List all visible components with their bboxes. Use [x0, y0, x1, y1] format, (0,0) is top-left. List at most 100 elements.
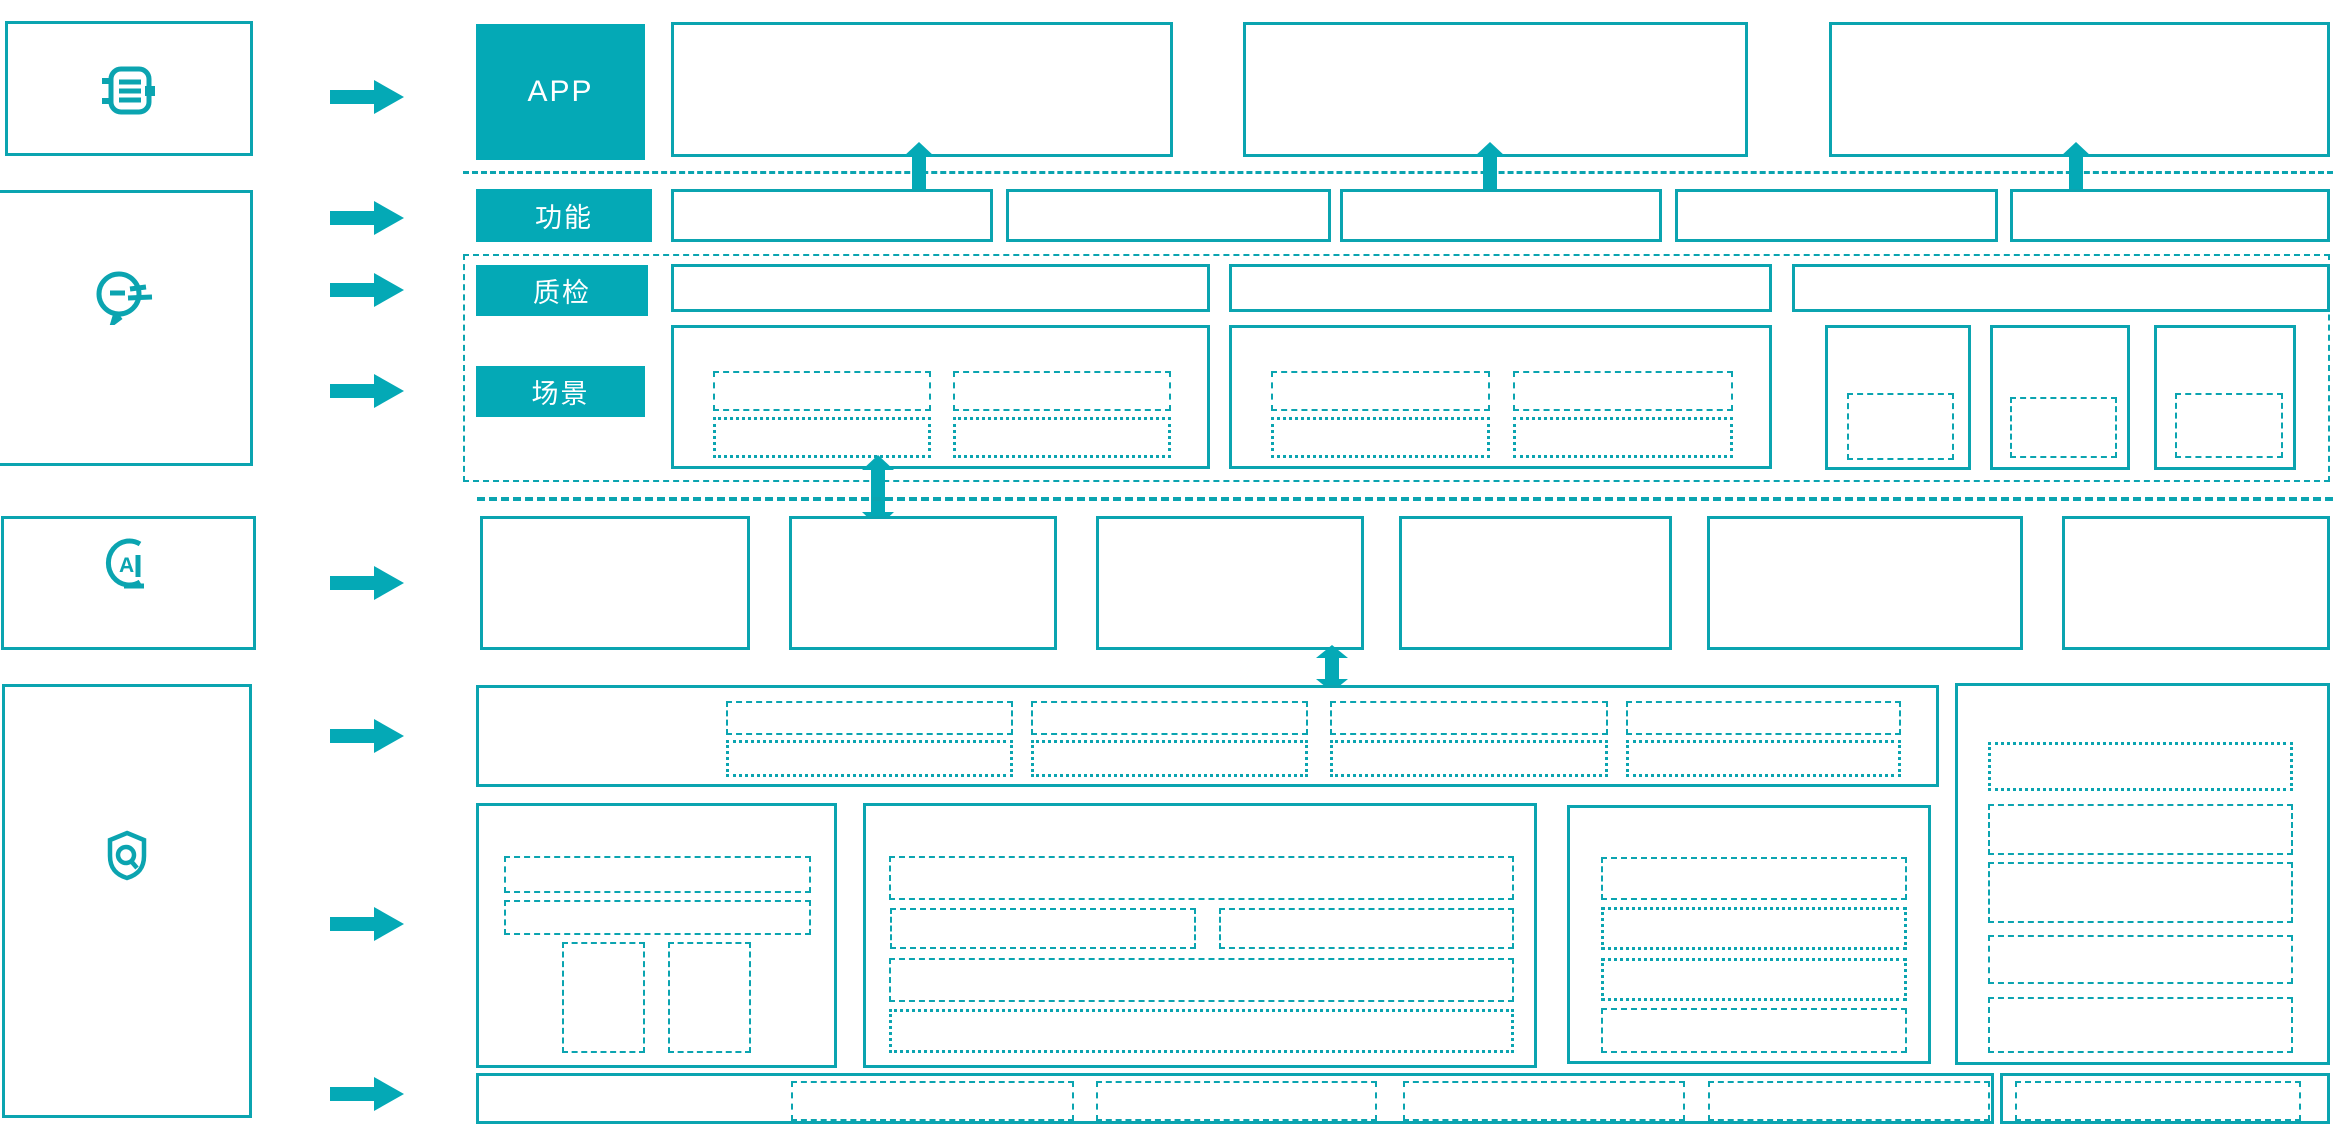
vertical-double-arrow — [1473, 142, 1507, 212]
summary-slot — [1031, 740, 1308, 777]
detail-slot — [889, 1009, 1514, 1053]
scene-slot — [953, 417, 1171, 458]
ai-row-box — [1707, 516, 2023, 650]
detail-slot — [1601, 958, 1907, 1001]
function-row-box — [2010, 189, 2330, 242]
function-row-box — [1675, 189, 1998, 242]
function-row-box — [671, 189, 993, 242]
separator-dashed-1 — [463, 171, 2333, 174]
ai-head-icon: A — [4, 537, 253, 591]
row-label-scene-text: 场景 — [531, 379, 590, 409]
detail-box-right — [1567, 805, 1931, 1064]
detail-box-center — [863, 803, 1537, 1068]
quality-row-box — [1792, 264, 2330, 312]
function-row-box — [1006, 189, 1331, 242]
detail-slot — [562, 942, 645, 1053]
quality-row-box — [1229, 264, 1772, 312]
detail-slot — [504, 856, 811, 893]
quality-scene-dashed-container — [463, 254, 2330, 482]
scene-slot — [1513, 417, 1733, 458]
row-label-app-text: APP — [527, 75, 594, 108]
bottom-slot — [791, 1081, 1074, 1121]
ai-row-box — [789, 516, 1057, 650]
detail-slot — [504, 900, 811, 935]
scene-small-box — [1825, 325, 1971, 470]
left-panel-ai: A — [1, 516, 256, 650]
scene-slot — [1271, 417, 1490, 458]
right-arrow — [330, 273, 404, 307]
ai-row-box — [480, 516, 750, 650]
row-label-scene: 场景 — [476, 366, 645, 417]
app-row-box — [671, 22, 1173, 157]
detail-slot — [668, 942, 751, 1053]
bottom-slot — [2015, 1081, 2301, 1121]
left-panel-function — [0, 190, 253, 466]
scene-slot — [1513, 371, 1733, 411]
tall-slot — [1988, 742, 2293, 791]
right-arrow — [330, 80, 404, 114]
summary-slot — [726, 740, 1013, 777]
detail-slot — [889, 856, 1514, 900]
right-arrow — [330, 566, 404, 600]
left-panel-app — [5, 21, 253, 156]
detail-box-left — [476, 803, 837, 1068]
function-row-box — [1340, 189, 1662, 242]
scene-slot — [713, 371, 931, 411]
bottom-strip-box-right — [2000, 1073, 2330, 1124]
row-label-quality-text: 质检 — [533, 278, 591, 308]
shield-quality-icon — [5, 830, 249, 882]
summary-slot — [726, 701, 1013, 735]
scene-group-box — [671, 325, 1210, 469]
row-label-app: APP — [476, 24, 645, 160]
summary-slot — [1031, 701, 1308, 735]
detail-slot — [890, 908, 1196, 949]
tall-slot — [1988, 804, 2293, 855]
summary-slot — [1626, 740, 1901, 777]
tall-slot — [1988, 997, 2293, 1053]
row-label-function-text: 功能 — [535, 203, 593, 233]
bottom-strip-box — [476, 1073, 1994, 1124]
bottom-slot — [1096, 1081, 1377, 1121]
summary-slot — [1626, 701, 1901, 735]
vertical-double-arrow — [1315, 645, 1349, 692]
right-tall-box — [1955, 683, 2330, 1065]
scene-slot — [2175, 393, 2283, 458]
detail-slot — [889, 958, 1514, 1002]
bottom-slot — [1708, 1081, 1990, 1121]
tall-slot — [1988, 862, 2293, 923]
vertical-double-arrow — [902, 142, 936, 212]
tall-slot — [1988, 935, 2293, 984]
row-label-function: 功能 — [476, 189, 652, 242]
right-arrow — [330, 719, 404, 753]
scene-slot — [953, 371, 1171, 411]
detail-slot — [1601, 857, 1907, 900]
app-row-box — [1829, 22, 2330, 157]
scene-slot — [2010, 397, 2117, 458]
detail-slot — [1601, 907, 1907, 950]
summary-slot — [1330, 701, 1608, 735]
scene-slot — [1847, 393, 1954, 460]
right-arrow — [330, 201, 404, 235]
row-label-quality: 质检 — [476, 265, 648, 316]
right-arrow — [330, 1077, 404, 1111]
svg-text:A: A — [119, 554, 134, 577]
separator-dashed-2 — [477, 497, 2333, 501]
scene-slot — [713, 417, 931, 458]
detail-slot — [1219, 908, 1514, 949]
bottom-slot — [1403, 1081, 1685, 1121]
ai-row-box — [1096, 516, 1364, 650]
scene-small-box — [2154, 325, 2296, 470]
chat-message-icon — [0, 267, 250, 325]
vertical-double-arrow — [2059, 142, 2093, 212]
summary-slot — [1330, 740, 1608, 777]
right-arrow — [330, 374, 404, 408]
scene-group-box — [1229, 325, 1772, 469]
app-server-icon — [8, 65, 250, 119]
scene-slot — [1271, 371, 1490, 411]
scene-small-box — [1990, 325, 2130, 470]
detail-slot — [1601, 1008, 1907, 1053]
vertical-double-arrow — [861, 455, 895, 527]
ai-row-box — [1399, 516, 1672, 650]
ai-row-box — [2062, 516, 2330, 650]
